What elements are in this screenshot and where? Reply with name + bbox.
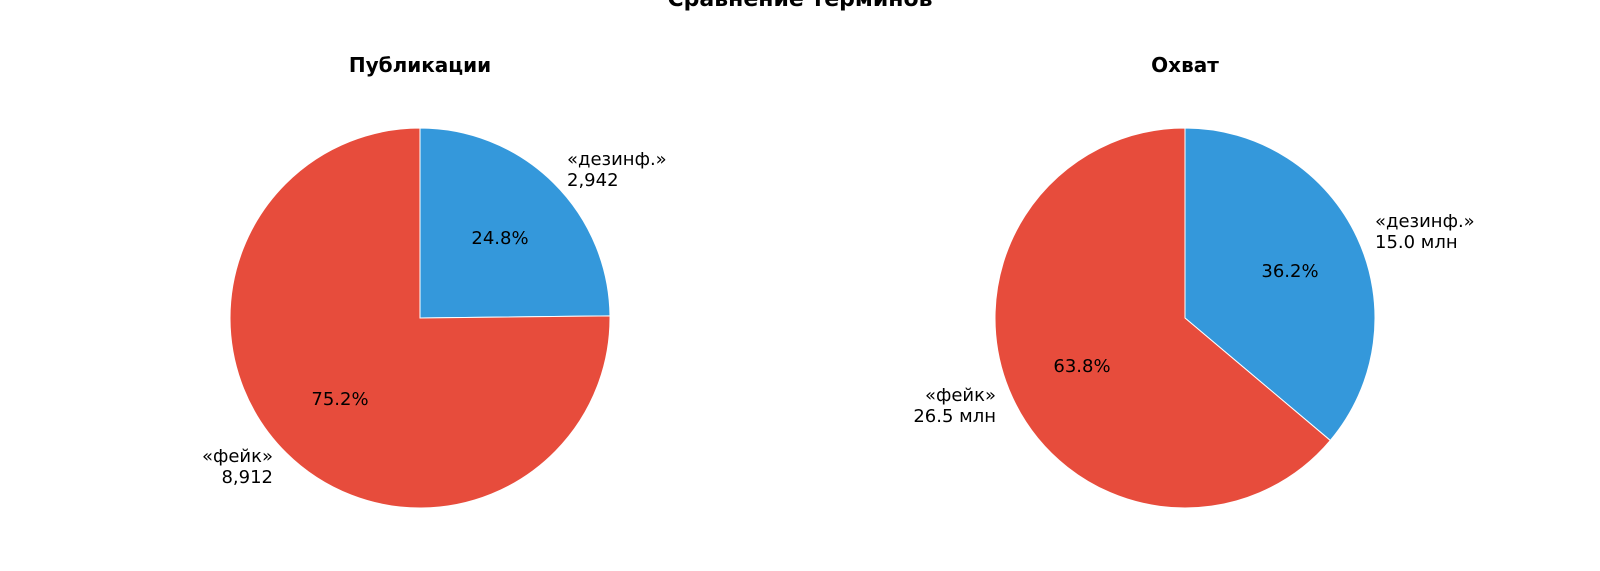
slice-percent-label: 63.8% [1053,356,1110,377]
pie-slice [229,127,611,509]
slice-percent-label: 24.8% [471,228,528,249]
slice-category-label: «фейк» [925,385,996,406]
pie-chart-reach: Охват 36.2% 63.8% «дезинф.» 15.0 млн «фе… [913,53,1475,509]
pie-slice [1184,127,1376,442]
pie-slice [419,127,611,319]
pie-chart-publications: Публикации 24.8% 75.2% «дезинф.» 2,942 «… [202,53,667,509]
pie-slices [994,127,1376,509]
slice-category-label: «дезинф.» [567,149,667,170]
slice-value-label: 15.0 млн [1375,232,1458,253]
pie-slice [994,127,1331,509]
slice-value-label: 2,942 [567,170,619,191]
pie-title: Публикации [349,53,491,77]
pie-title: Охват [1151,53,1219,77]
slice-value-label: 8,912 [221,467,273,488]
slice-percent-label: 36.2% [1261,261,1318,282]
slice-category-label: «дезинф.» [1375,211,1475,232]
pie-slices [229,127,611,509]
figure-title: Сравнение терминов [667,0,932,12]
slice-value-label: 26.5 млн [913,406,996,427]
slice-percent-label: 75.2% [311,389,368,410]
slice-category-label: «фейк» [202,446,273,467]
